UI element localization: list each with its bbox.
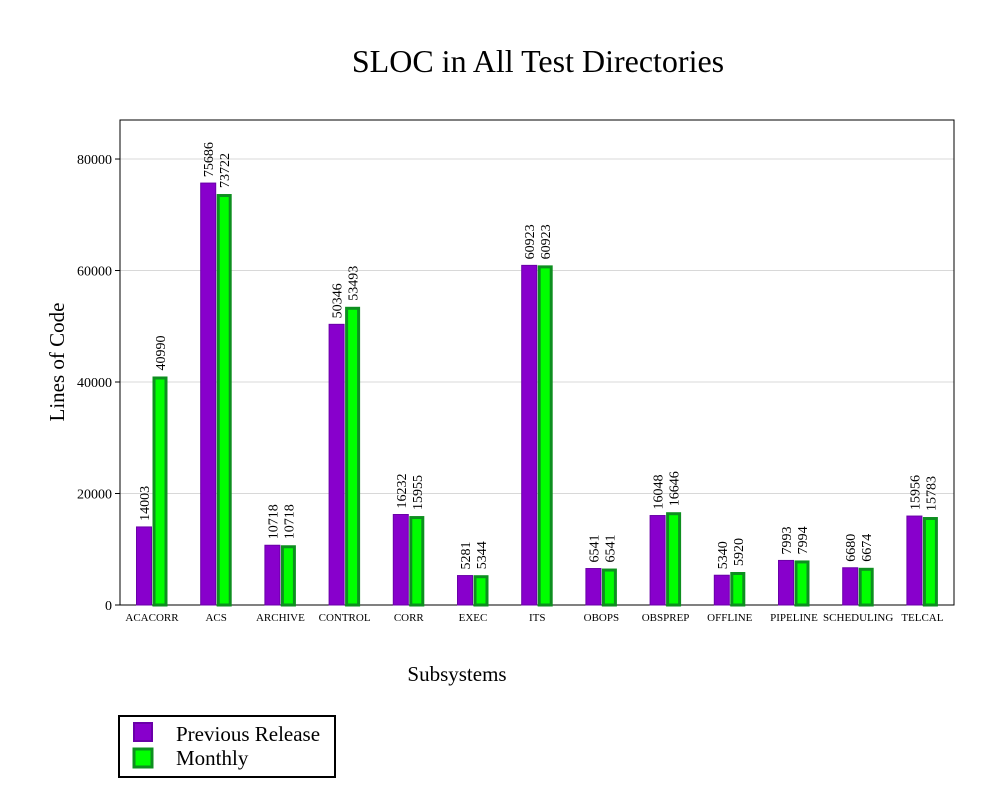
- bar-monthly: [280, 545, 296, 607]
- data-label-previous-release: 15956: [908, 475, 923, 510]
- x-tick-label: CORR: [394, 612, 425, 624]
- data-label-previous-release: 75686: [202, 142, 217, 177]
- x-axis-categories: ACACORR ACS ARCHIVE CONTROL CORR EXEC ITS OBOPS…: [125, 612, 943, 624]
- y-tick-label: 0: [105, 599, 112, 614]
- data-label-monthly: 6541: [603, 535, 618, 563]
- data-label-monthly: 15783: [924, 476, 939, 511]
- x-tick-label: OBSPREP: [642, 612, 690, 624]
- data-label-monthly: 15955: [411, 475, 426, 510]
- data-label-previous-release: 6680: [844, 534, 859, 562]
- x-tick-label: ACS: [205, 612, 226, 624]
- data-label-monthly: 10718: [282, 504, 297, 539]
- bar-previous-release: [713, 574, 730, 606]
- legend-box: [118, 715, 336, 778]
- data-label-previous-release: 16232: [395, 474, 410, 509]
- legend-label-monthly: Monthly: [176, 746, 249, 770]
- bar-previous-release: [521, 264, 538, 606]
- data-label-previous-release: 60923: [523, 224, 538, 259]
- bar-monthly: [922, 517, 938, 607]
- bar-previous-release: [392, 514, 409, 606]
- x-tick-label: OBOPS: [584, 612, 619, 624]
- data-label-monthly: 7994: [796, 526, 811, 554]
- x-tick-label: PIPELINE: [770, 612, 818, 624]
- y-axis-ticks: 0 20000 40000 60000 80000: [77, 153, 120, 614]
- bar-previous-release: [457, 575, 473, 606]
- bar-monthly: [794, 560, 810, 607]
- data-label-monthly: 53493: [347, 266, 362, 301]
- bar-previous-release: [778, 559, 794, 606]
- bar-monthly: [345, 306, 361, 607]
- bar-monthly: [601, 568, 617, 607]
- data-label-monthly: 5344: [475, 541, 490, 569]
- data-label-monthly: 40990: [154, 335, 169, 370]
- x-axis-label: Subsystems: [407, 662, 506, 686]
- bar-previous-release: [649, 515, 666, 606]
- data-label-monthly: 60923: [539, 224, 554, 259]
- x-tick-label: EXEC: [459, 612, 488, 624]
- bar-monthly: [216, 194, 232, 607]
- bar-previous-release: [136, 526, 152, 606]
- bar-previous-release: [906, 515, 923, 606]
- data-label-previous-release: 5340: [716, 541, 731, 569]
- x-tick-label: SCHEDULING: [823, 612, 893, 624]
- data-label-previous-release: 10718: [266, 504, 281, 539]
- bar-previous-release: [200, 182, 217, 606]
- bar-previous-release: [264, 544, 281, 606]
- data-label-monthly: 6674: [860, 534, 875, 562]
- data-label-monthly: 5920: [732, 538, 747, 566]
- data-labels: 14003 40990 75686 73722 10718 10718 5034653493…: [138, 142, 939, 569]
- bar-monthly: [730, 571, 746, 607]
- legend-label-previous-release: Previous Release: [176, 722, 320, 746]
- data-label-previous-release: 50346: [331, 283, 346, 318]
- x-tick-label: ACACORR: [125, 612, 179, 624]
- bar-monthly: [409, 516, 425, 607]
- data-label-previous-release: 16048: [652, 475, 667, 510]
- bar-monthly: [537, 265, 553, 607]
- data-label-monthly: 16646: [668, 471, 683, 506]
- data-label-previous-release: 5281: [459, 542, 474, 570]
- bar-previous-release: [585, 568, 602, 606]
- data-label-previous-release: 14003: [138, 486, 153, 521]
- legend-swatch-monthly: [132, 747, 154, 769]
- x-tick-label: ARCHIVE: [256, 612, 305, 624]
- bar-monthly: [666, 512, 682, 607]
- data-label-previous-release: 6541: [587, 535, 602, 563]
- data-label-monthly: 73722: [218, 153, 233, 188]
- legend-swatch-previous-release: [133, 722, 153, 742]
- chart-title: SLOC in All Test Directories: [352, 43, 724, 79]
- bar-monthly: [152, 376, 168, 607]
- y-tick-label: 40000: [77, 376, 112, 391]
- bar-previous-release: [842, 567, 859, 606]
- x-tick-label: ITS: [529, 612, 546, 624]
- bars: [136, 182, 938, 607]
- data-label-previous-release: 7993: [780, 526, 795, 554]
- y-tick-label: 80000: [77, 153, 112, 168]
- x-tick-label: OFFLINE: [707, 612, 753, 624]
- bar-monthly: [858, 567, 874, 607]
- y-tick-label: 20000: [77, 488, 112, 503]
- x-tick-label: CONTROL: [319, 612, 371, 624]
- legend: Previous Release Monthly: [118, 715, 336, 778]
- bar-monthly: [473, 575, 489, 607]
- x-tick-label: TELCAL: [901, 612, 943, 624]
- y-tick-label: 60000: [77, 265, 112, 280]
- y-axis-label: Lines of Code: [45, 303, 69, 422]
- bar-previous-release: [328, 323, 345, 606]
